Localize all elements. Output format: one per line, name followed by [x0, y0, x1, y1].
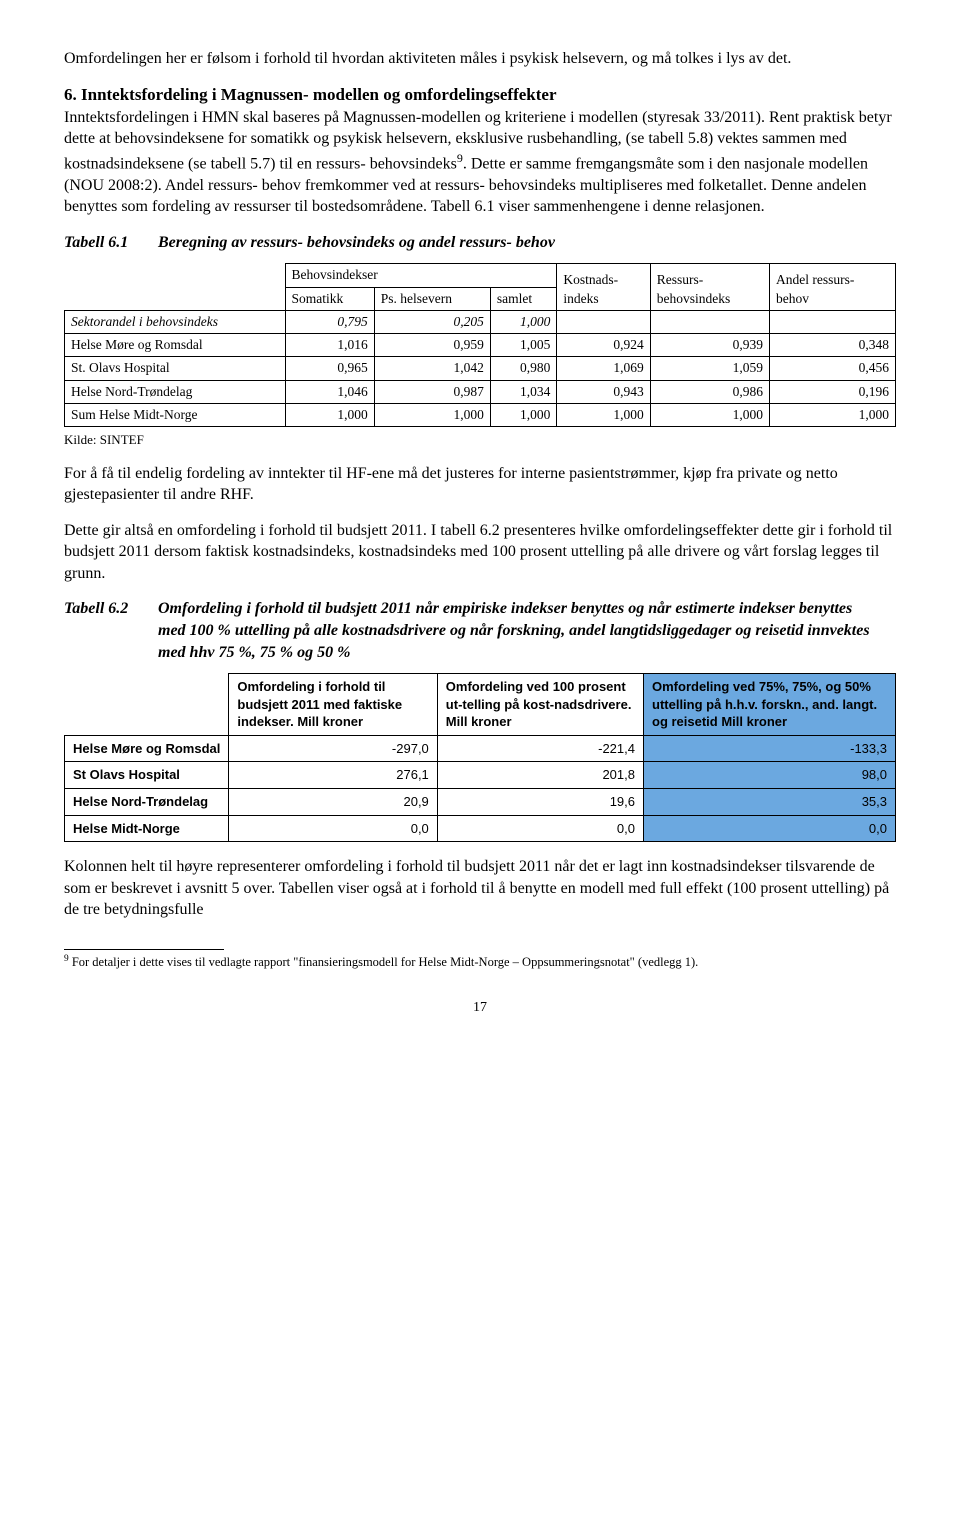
table-row: Helse Møre og Romsdal 1,016 0,959 1,005 … — [65, 334, 896, 357]
cell: 0,924 — [557, 334, 650, 357]
row-label: Helse Nord-Trøndelag — [65, 380, 286, 403]
row-label: Sum Helse Midt-Norge — [65, 403, 286, 426]
cell: 0,959 — [374, 334, 490, 357]
cell: 0,196 — [770, 380, 896, 403]
table-row: Helse Midt-Norge 0,0 0,0 0,0 — [65, 815, 896, 842]
cell: 0,795 — [285, 310, 374, 333]
cell: 0,965 — [285, 357, 374, 380]
col-header: Omfordeling i forhold til budsjett 2011 … — [229, 674, 437, 736]
cell: 0,939 — [650, 334, 769, 357]
cell: 1,000 — [374, 403, 490, 426]
table62-caption-label: Tabell 6.2 — [64, 598, 154, 620]
section6-title: 6. Inntektsfordeling i Magnussen- modell… — [64, 85, 557, 104]
footnote-9: 9 For detaljer i dette vises til vedlagt… — [64, 954, 896, 971]
paragraph: Kolonnen helt til høyre representerer om… — [64, 856, 896, 921]
col-header: samlet — [490, 287, 557, 310]
table-row: Omfordeling i forhold til budsjett 2011 … — [65, 674, 896, 736]
cell: 1,000 — [650, 403, 769, 426]
col-header: Somatikk — [285, 287, 374, 310]
cell: -297,0 — [229, 735, 437, 762]
intro-paragraph: Omfordelingen her er følsom i forhold ti… — [64, 48, 896, 70]
table-row: Helse Nord-Trøndelag 20,9 19,6 35,3 — [65, 788, 896, 815]
page-number: 17 — [64, 999, 896, 1018]
table61-caption-label: Tabell 6.1 — [64, 232, 154, 254]
cell: 0,348 — [770, 334, 896, 357]
paragraph: For å få til endelig fordeling av inntek… — [64, 463, 896, 506]
row-label: Sektorandel i behovsindeks — [65, 310, 286, 333]
cell: 0,986 — [650, 380, 769, 403]
cell: 1,059 — [650, 357, 769, 380]
footnote-separator — [64, 949, 224, 950]
cell: 20,9 — [229, 788, 437, 815]
cell: 19,6 — [437, 788, 643, 815]
col-header: Ps. helsevern — [374, 287, 490, 310]
cell: 0,0 — [229, 815, 437, 842]
cell: 1,000 — [490, 310, 557, 333]
table-6-1: Behovsindekser Kostnads-indeks Ressurs-b… — [64, 263, 896, 427]
cell: 0,205 — [374, 310, 490, 333]
paragraph: Dette gir altså en omfordeling i forhold… — [64, 520, 896, 585]
cell: 0,987 — [374, 380, 490, 403]
cell: 0,0 — [644, 815, 896, 842]
cell: 276,1 — [229, 762, 437, 789]
section6-paragraph: 6. Inntektsfordeling i Magnussen- modell… — [64, 84, 896, 218]
footnote-text: For detaljer i dette vises til vedlagte … — [69, 955, 699, 969]
cell: 1,000 — [770, 403, 896, 426]
cell: 35,3 — [644, 788, 896, 815]
table-row: Sum Helse Midt-Norge 1,000 1,000 1,000 1… — [65, 403, 896, 426]
col-header: Andel ressurs-behov — [770, 264, 896, 310]
table61-caption: Tabell 6.1 Beregning av ressurs- behovsi… — [64, 232, 896, 254]
row-label: St. Olavs Hospital — [65, 357, 286, 380]
table62-caption: Tabell 6.2 Omfordeling i forhold til bud… — [64, 598, 896, 663]
col-header: Kostnads-indeks — [557, 264, 650, 310]
cell — [770, 310, 896, 333]
table-row: Helse Nord-Trøndelag 1,046 0,987 1,034 0… — [65, 380, 896, 403]
col-header: Ressurs-behovsindeks — [650, 264, 769, 310]
cell: 0,980 — [490, 357, 557, 380]
row-label: Helse Møre og Romsdal — [65, 735, 229, 762]
cell: -221,4 — [437, 735, 643, 762]
col-group-header: Behovsindekser — [285, 264, 557, 287]
table-row: St. Olavs Hospital 0,965 1,042 0,980 1,0… — [65, 357, 896, 380]
table61-source: Kilde: SINTEF — [64, 431, 896, 449]
cell: 0,943 — [557, 380, 650, 403]
col-header: Omfordeling ved 75%, 75%, og 50% uttelli… — [644, 674, 896, 736]
cell — [650, 310, 769, 333]
cell — [557, 310, 650, 333]
table-row: Helse Møre og Romsdal -297,0 -221,4 -133… — [65, 735, 896, 762]
cell: 1,034 — [490, 380, 557, 403]
cell: 1,042 — [374, 357, 490, 380]
table-row: St Olavs Hospital 276,1 201,8 98,0 — [65, 762, 896, 789]
cell: 0,456 — [770, 357, 896, 380]
cell: 98,0 — [644, 762, 896, 789]
table-row: Behovsindekser Kostnads-indeks Ressurs-b… — [65, 264, 896, 287]
row-label: Helse Møre og Romsdal — [65, 334, 286, 357]
cell: 1,000 — [285, 403, 374, 426]
row-label: Helse Midt-Norge — [65, 815, 229, 842]
table-6-2: Omfordeling i forhold til budsjett 2011 … — [64, 673, 896, 842]
row-label: Helse Nord-Trøndelag — [65, 788, 229, 815]
cell: 0,0 — [437, 815, 643, 842]
cell: 1,000 — [557, 403, 650, 426]
cell: 1,016 — [285, 334, 374, 357]
cell: 1,046 — [285, 380, 374, 403]
table61-caption-text: Beregning av ressurs- behovsindeks og an… — [158, 232, 878, 254]
table62-caption-text: Omfordeling i forhold til budsjett 2011 … — [158, 598, 878, 663]
cell: 1,005 — [490, 334, 557, 357]
row-label: St Olavs Hospital — [65, 762, 229, 789]
col-header: Omfordeling ved 100 prosent ut-telling p… — [437, 674, 643, 736]
cell: 1,000 — [490, 403, 557, 426]
cell: 1,069 — [557, 357, 650, 380]
table-row: Sektorandel i behovsindeks 0,795 0,205 1… — [65, 310, 896, 333]
cell: -133,3 — [644, 735, 896, 762]
cell: 201,8 — [437, 762, 643, 789]
